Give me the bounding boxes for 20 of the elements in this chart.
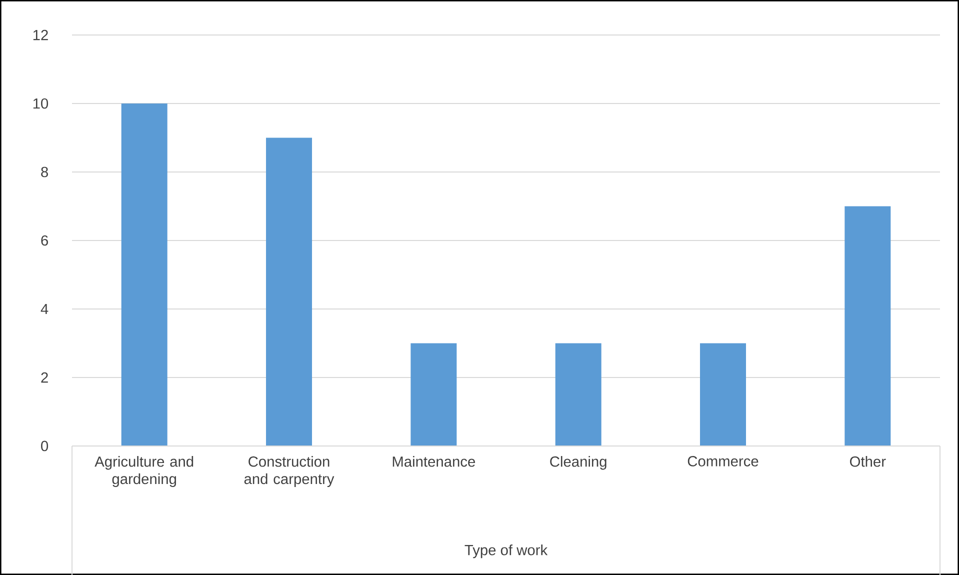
y-tick-label: 6 — [41, 235, 48, 246]
bar — [121, 103, 168, 446]
bar — [266, 138, 312, 446]
y-tick-label: 10 — [33, 98, 48, 108]
bar — [700, 343, 746, 446]
x-tick-label: Construction and carpentry — [244, 456, 334, 487]
x-tick-label: Agriculture and gardening — [94, 456, 194, 487]
y-tick-label: 4 — [40, 304, 48, 314]
y-tick-label: 0 — [41, 440, 48, 451]
y-tick-label: 12 — [33, 30, 48, 40]
x-tick-label: Other — [850, 456, 886, 467]
x-tick-label: Commerce — [688, 456, 758, 466]
bar — [410, 343, 457, 446]
x-axis-title: Type of work — [464, 544, 548, 558]
x-tick-label: Maintenance — [392, 456, 475, 467]
bar — [555, 343, 602, 446]
bar — [844, 206, 891, 446]
y-tick-label: 2 — [41, 372, 48, 382]
y-tick-label: 8 — [41, 166, 48, 177]
x-tick-label: Cleaning — [550, 456, 606, 470]
